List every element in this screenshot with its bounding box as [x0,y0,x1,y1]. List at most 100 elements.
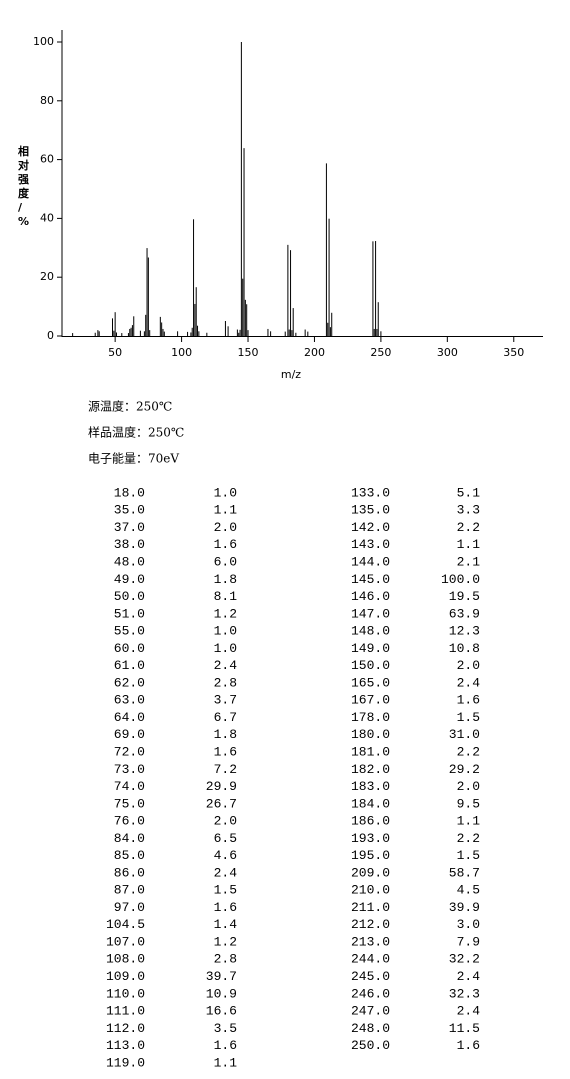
intensity-cell: 39.7 [206,969,237,984]
intensity-cell: 3.3 [457,503,480,518]
mz-cell: 87.0 [114,883,145,898]
mz-cell: 108.0 [106,952,145,967]
mz-cell: 181.0 [351,744,390,759]
intensity-cell: 1.8 [214,572,237,587]
mz-cell: 247.0 [351,1004,390,1019]
intensity-cell: 1.5 [214,883,237,898]
mz-cell: 193.0 [351,831,390,846]
mz-cell: 107.0 [106,934,145,949]
mz-cell: 61.0 [114,658,145,673]
mz-cell: 48.0 [114,555,145,570]
intensity-cell: 2.1 [457,555,481,570]
mz-cell: 73.0 [114,762,145,777]
mz-cell: 183.0 [351,779,390,794]
intensity-cell: 26.7 [206,796,237,811]
intensity-cell: 2.8 [214,952,237,967]
mz-cell: 62.0 [114,675,145,690]
intensity-cell: 3.7 [214,693,237,708]
intensity-cell: 16.6 [206,1004,237,1019]
x-tick-label: 250 [370,346,391,359]
mz-cell: 60.0 [114,641,145,656]
mz-cell: 64.0 [114,710,145,725]
intensity-cell: 2.4 [457,675,481,690]
intensity-cell: 2.0 [457,658,480,673]
intensity-cell: 29.9 [206,779,237,794]
intensity-cell: 1.5 [457,848,480,863]
mz-cell: 211.0 [351,900,390,915]
mz-cell: 144.0 [351,555,390,570]
mz-cell: 184.0 [351,796,390,811]
intensity-cell: 2.2 [457,831,480,846]
intensity-cell: 11.5 [449,1021,480,1036]
mz-cell: 182.0 [351,762,390,777]
mz-cell: 135.0 [351,503,390,518]
mz-cell: 186.0 [351,814,390,829]
intensity-cell: 1.4 [214,917,238,932]
intensity-cell: 2.4 [457,969,481,984]
x-tick-label: 100 [171,346,192,359]
mz-cell: 143.0 [351,537,390,552]
mz-cell: 113.0 [106,1038,145,1053]
intensity-cell: 1.6 [214,1038,237,1053]
mz-cell: 167.0 [351,693,390,708]
mz-cell: 209.0 [351,865,390,880]
mz-cell: 63.0 [114,693,145,708]
condition: 电子能量：70eV [88,452,179,466]
mz-cell: 210.0 [351,883,390,898]
mz-cell: 245.0 [351,969,390,984]
mz-cell: 75.0 [114,796,145,811]
y-axis-title: 相对强度/% [18,144,30,228]
intensity-cell: 100.0 [441,572,480,587]
intensity-cell: 1.6 [457,1038,480,1053]
intensity-cell: 1.0 [214,624,237,639]
intensity-cell: 2.4 [214,658,238,673]
mz-cell: 150.0 [351,658,390,673]
mz-cell: 69.0 [114,727,145,742]
mz-cell: 76.0 [114,814,145,829]
y-tick-label: 60 [40,153,54,166]
intensity-cell: 4.6 [214,848,237,863]
intensity-cell: 7.2 [214,762,237,777]
condition: 样品温度：250℃ [88,425,184,440]
intensity-cell: 2.0 [214,520,237,535]
intensity-cell: 1.2 [214,606,237,621]
mz-cell: 97.0 [114,900,145,915]
mz-cell: 149.0 [351,641,390,656]
x-axis-title: m/z [281,368,301,381]
intensity-cell: 1.0 [214,641,237,656]
mz-cell: 148.0 [351,624,390,639]
x-tick-label: 200 [304,346,325,359]
mz-cell: 109.0 [106,969,145,984]
intensity-cell: 2.4 [214,865,238,880]
mz-cell: 85.0 [114,848,145,863]
intensity-cell: 10.9 [206,986,237,1001]
intensity-cell: 31.0 [449,727,480,742]
mz-cell: 111.0 [106,1004,145,1019]
y-tick-label: 40 [40,211,54,224]
y-tick-label: 20 [40,270,54,283]
intensity-cell: 1.6 [457,693,480,708]
intensity-cell: 1.6 [214,537,237,552]
intensity-cell: 1.1 [214,503,238,518]
intensity-cell: 1.1 [457,814,481,829]
intensity-cell: 6.0 [214,555,237,570]
mz-cell: 50.0 [114,589,145,604]
mz-cell: 84.0 [114,831,145,846]
intensity-cell: 2.2 [457,520,480,535]
intensity-cell: 6.7 [214,710,237,725]
mz-cell: 18.0 [114,485,145,500]
intensity-cell: 2.0 [214,814,237,829]
mz-cell: 86.0 [114,865,145,880]
y-tick-label: 80 [40,94,54,107]
mz-cell: 133.0 [351,485,390,500]
intensity-cell: 32.2 [449,952,480,967]
intensity-cell: 1.2 [214,934,237,949]
intensity-cell: 29.2 [449,762,480,777]
intensity-cell: 12.3 [449,624,480,639]
x-tick-label: 150 [238,346,259,359]
mz-cell: 119.0 [106,1055,145,1070]
mz-cell: 142.0 [351,520,390,535]
mz-cell: 213.0 [351,934,390,949]
intensity-cell: 2.8 [214,675,237,690]
intensity-cell: 3.0 [457,917,480,932]
